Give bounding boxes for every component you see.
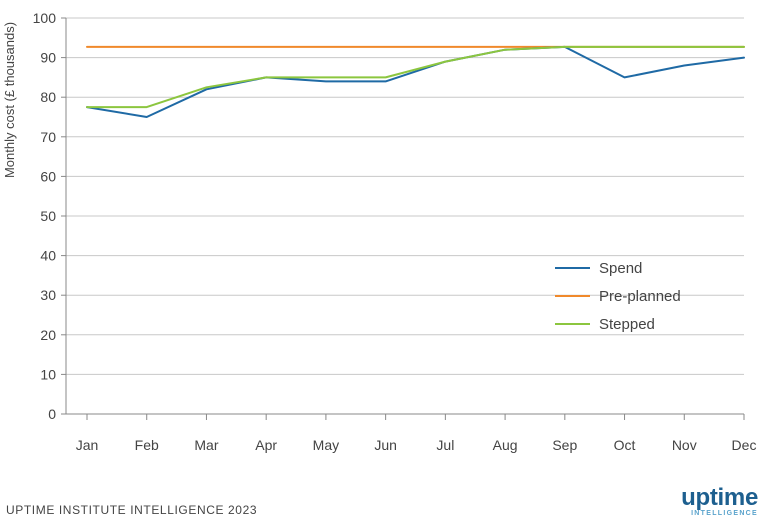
series-lines — [86, 45, 745, 118]
y-tick-label: 80 — [40, 89, 56, 105]
y-tick-label: 60 — [40, 168, 56, 184]
x-tick-label: Apr — [255, 437, 277, 453]
x-tick-label: Dec — [732, 437, 757, 453]
y-axis-label: Monthly cost (£ thousands) — [2, 22, 17, 178]
x-tick-label: Jun — [374, 437, 397, 453]
y-tick-label: 50 — [40, 208, 56, 224]
legend: Spend Pre-planned Stepped — [555, 260, 681, 333]
logo-subtitle: INTELLIGENCE — [691, 510, 758, 517]
x-tick-label: Jul — [436, 437, 454, 453]
axes — [61, 17, 745, 420]
y-tick-label: 100 — [33, 10, 57, 26]
y-tick-label: 90 — [40, 50, 56, 66]
y-tick-label: 20 — [40, 327, 56, 343]
grid-lines — [66, 17, 744, 375]
x-tick-label: Sep — [552, 437, 577, 453]
x-tick-label: Mar — [194, 437, 218, 453]
y-tick-label: 40 — [40, 248, 56, 264]
legend-label: Stepped — [599, 316, 655, 333]
x-tick-label: Nov — [672, 437, 697, 453]
line-chart: 0 10 20 30 40 50 60 70 80 90 100 Jan Feb Mar Apr May Jun… — [2, 10, 757, 453]
x-tick-label: Aug — [493, 437, 518, 453]
y-tick-label: 10 — [40, 366, 56, 382]
legend-label: Pre-planned — [599, 288, 681, 305]
x-tick-label: Oct — [614, 437, 636, 453]
legend-label: Spend — [599, 260, 642, 277]
footer-credit: UPTIME INSTITUTE INTELLIGENCE 2023 — [6, 503, 258, 517]
y-tick-label: 30 — [40, 287, 56, 303]
tick-labels: 0 10 20 30 40 50 60 70 80 90 100 Jan Feb Mar Apr May Jun… — [33, 10, 757, 453]
y-tick-label: 70 — [40, 129, 56, 145]
series-line-stepped — [86, 45, 745, 109]
x-tick-label: May — [313, 437, 339, 453]
series-line-spend — [86, 45, 745, 118]
x-tick-label: Feb — [135, 437, 159, 453]
uptime-logo: uptime INTELLIGENCE — [681, 484, 758, 518]
x-tick-label: Jan — [76, 437, 99, 453]
y-tick-label: 0 — [48, 406, 56, 422]
logo-wordmark: uptime — [681, 484, 758, 511]
